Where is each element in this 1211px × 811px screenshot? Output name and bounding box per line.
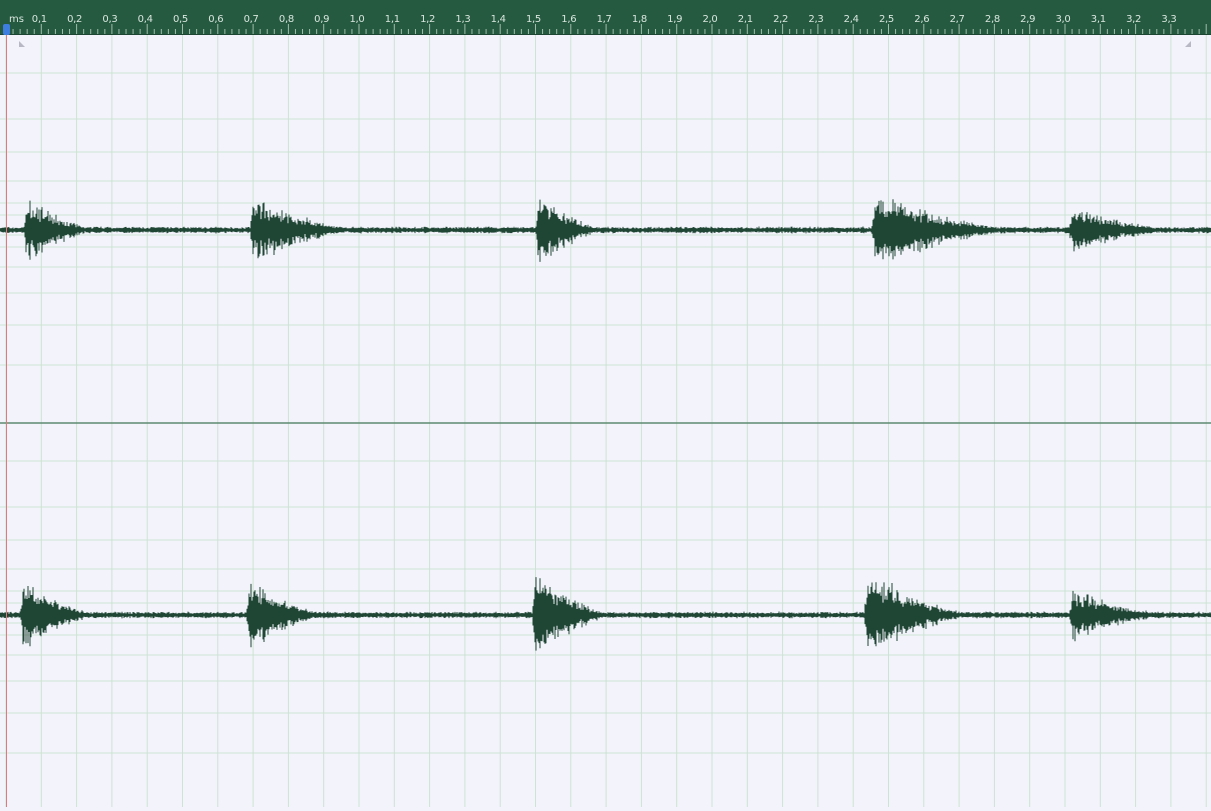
ruler-tick-label: 2,7 — [949, 14, 965, 25]
ruler-tick-label: 3,0 — [1055, 14, 1071, 25]
ruler-tick-label: 0,2 — [67, 14, 83, 25]
ruler-tick-label: 2,1 — [737, 14, 753, 25]
ruler-tick-label: 1,0 — [349, 14, 365, 25]
ruler-tick-label: 2,0 — [702, 14, 718, 25]
ruler-tick-label: 2,2 — [773, 14, 789, 25]
ruler-tick-label: 1,3 — [455, 14, 471, 25]
ruler-tick-label: 2,9 — [1020, 14, 1036, 25]
ruler-tick-label: 1,9 — [667, 14, 683, 25]
ruler-unit-label: ms — [9, 14, 24, 25]
ruler-tick-label: 0,3 — [102, 14, 118, 25]
ruler-tick-label: 0,4 — [137, 14, 153, 25]
ruler-tick-label: 0,1 — [31, 14, 47, 25]
ruler-tick-label: 1,5 — [525, 14, 542, 25]
ruler-tick-label: 1,7 — [596, 14, 612, 25]
ruler-tick-label: 1,8 — [631, 14, 647, 25]
ruler-tick-label: 3,3 — [1161, 14, 1177, 25]
ruler-tick-label: 0,5 — [172, 14, 189, 25]
ruler-tick-label: 2,5 — [878, 14, 895, 25]
playhead-handle[interactable] — [3, 24, 10, 35]
ruler-tick-label: 1,1 — [384, 14, 400, 25]
corner-resize-right-icon[interactable] — [1185, 41, 1191, 47]
ruler-tick-label: 1,4 — [490, 14, 506, 25]
ruler-tick-label: 0,9 — [314, 14, 330, 25]
waveform-channel — [0, 199, 1211, 262]
corner-resize-left-icon[interactable] — [19, 41, 25, 47]
ruler-tick-label: 2,8 — [984, 14, 1000, 25]
ruler-tick-label: 1,6 — [561, 14, 577, 25]
ruler-tick-label: 1,2 — [420, 14, 436, 25]
waveform-canvas — [0, 35, 1211, 807]
ruler-tick-label: 0,7 — [243, 14, 259, 25]
ruler-tick-label: 0,8 — [278, 14, 294, 25]
waveform-view[interactable] — [0, 35, 1211, 807]
ruler-ticks — [5, 24, 1207, 34]
ruler-tick-label: 3,1 — [1090, 14, 1106, 25]
time-ruler[interactable]: ms 0,1 0,2 0,3 0,4 0,5 0,6 0,7 0,8 0,9 1,0 1,1 1,2 1… — [0, 0, 1211, 35]
ruler-tick-label: 2,6 — [914, 14, 930, 25]
ruler-tick-label: 2,4 — [843, 14, 859, 25]
waveform-channel — [0, 577, 1211, 651]
playhead-line — [6, 35, 7, 807]
ruler-tick-label: 2,3 — [808, 14, 824, 25]
ruler-tick-label: 3,2 — [1126, 14, 1142, 25]
ruler-tick-label: 0,6 — [208, 14, 224, 25]
